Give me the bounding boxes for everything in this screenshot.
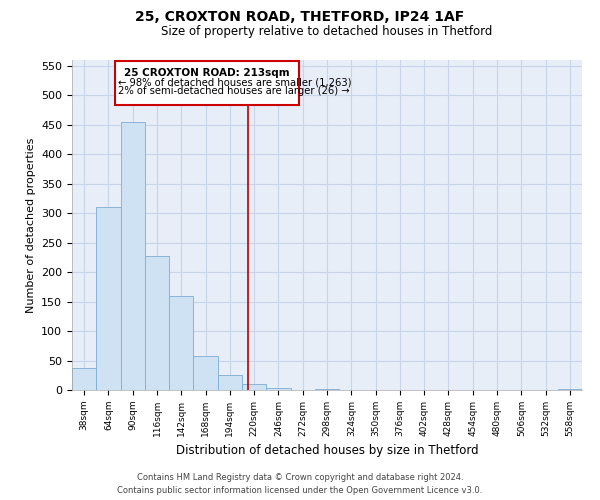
Bar [72,368,96,390]
Bar [315,389,339,390]
Bar [169,296,193,390]
Text: 25, CROXTON ROAD, THETFORD, IP24 1AF: 25, CROXTON ROAD, THETFORD, IP24 1AF [136,10,464,24]
Y-axis label: Number of detached properties: Number of detached properties [26,138,35,312]
Bar [558,389,582,390]
X-axis label: Distribution of detached houses by size in Thetford: Distribution of detached houses by size … [176,444,478,458]
Text: ← 98% of detached houses are smaller (1,263): ← 98% of detached houses are smaller (1,… [118,77,352,87]
Bar [266,388,290,390]
Text: Contains HM Land Registry data © Crown copyright and database right 2024.
Contai: Contains HM Land Registry data © Crown c… [118,474,482,495]
Bar [242,384,266,390]
Bar [145,256,169,390]
Title: Size of property relative to detached houses in Thetford: Size of property relative to detached ho… [161,25,493,38]
Bar [96,208,121,390]
FancyBboxPatch shape [115,61,299,106]
Text: 25 CROXTON ROAD: 213sqm: 25 CROXTON ROAD: 213sqm [124,68,290,78]
Text: 2% of semi-detached houses are larger (26) →: 2% of semi-detached houses are larger (2… [118,86,350,96]
Bar [193,356,218,390]
Bar [121,122,145,390]
Bar [218,376,242,390]
